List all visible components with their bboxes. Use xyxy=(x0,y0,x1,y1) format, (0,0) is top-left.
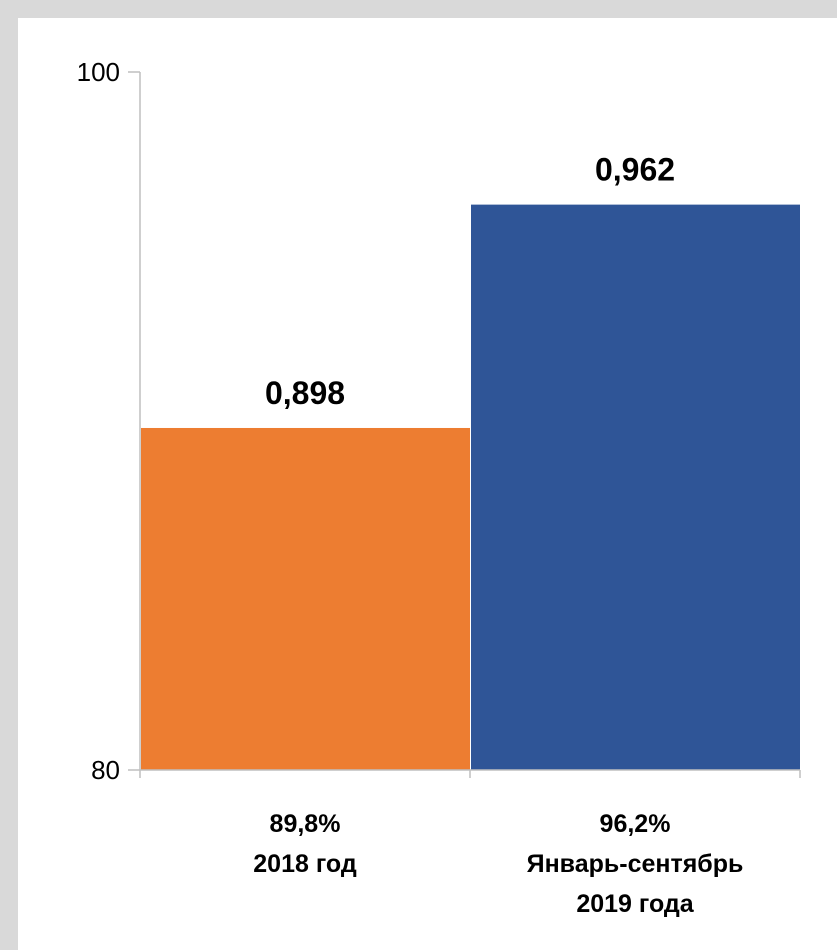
x-category-label: 2018 год xyxy=(253,850,357,878)
y-tick-label: 80 xyxy=(91,755,120,785)
x-category-label: 2019 года xyxy=(576,890,694,918)
x-category-label: 89,8% xyxy=(270,810,341,838)
bar xyxy=(141,427,470,770)
x-category-label: 96,2% xyxy=(600,810,671,838)
bar xyxy=(471,204,800,770)
ticks-group: 80 100 xyxy=(77,57,801,785)
y-tick-label: 100 xyxy=(77,57,120,87)
data-label: 0,898 xyxy=(265,375,345,411)
bars-group xyxy=(141,204,800,770)
data-label: 0,962 xyxy=(595,152,675,188)
x-category-label: Январь-сентябрь xyxy=(527,850,744,878)
labels-group: 0,898 89,8% 2018 год 0,962 96,2% Январь-сентя… xyxy=(253,152,743,918)
